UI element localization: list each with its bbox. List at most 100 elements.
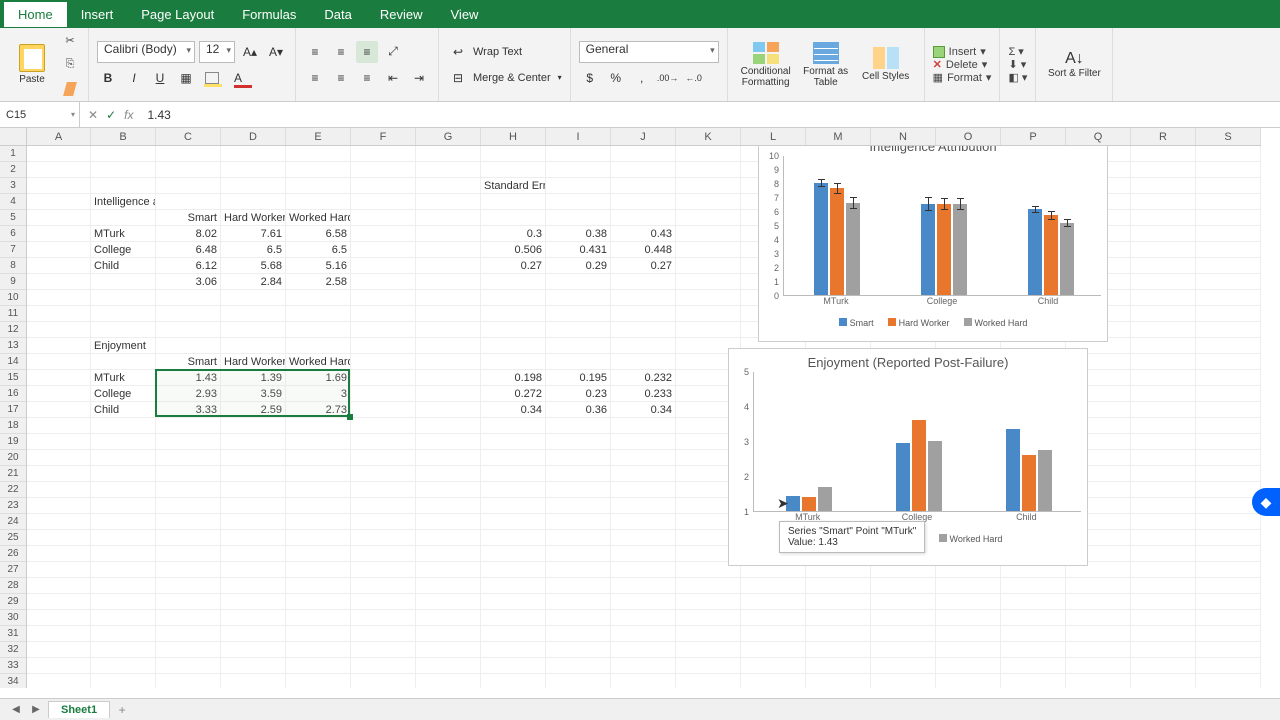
chart-bar[interactable] xyxy=(1038,450,1052,511)
cell[interactable]: 3.33 xyxy=(156,402,221,418)
cell[interactable]: 6.5 xyxy=(221,242,286,258)
cell[interactable]: Intelligence attribution xyxy=(91,194,156,210)
cell[interactable]: Child xyxy=(91,402,156,418)
cell[interactable]: 2.84 xyxy=(221,274,286,290)
cell[interactable]: Smart xyxy=(156,354,221,370)
insert-cells-button[interactable]: Insert ▾ xyxy=(933,45,992,58)
cell[interactable]: 1.69 xyxy=(286,370,351,386)
cell[interactable]: 8.02 xyxy=(156,226,221,242)
row-header[interactable]: 15 xyxy=(0,370,26,386)
row-header[interactable]: 23 xyxy=(0,498,26,514)
font-color-button[interactable]: A xyxy=(227,67,249,89)
chart-bar[interactable] xyxy=(953,204,967,295)
chart-bar[interactable] xyxy=(928,441,942,511)
column-header[interactable]: H xyxy=(481,128,546,145)
chart-bar[interactable] xyxy=(846,203,860,295)
cell[interactable]: 0.34 xyxy=(611,402,676,418)
cell[interactable]: Child xyxy=(91,258,156,274)
column-header[interactable]: P xyxy=(1001,128,1066,145)
chart-bar[interactable] xyxy=(1006,429,1020,511)
ribbon-tab-view[interactable]: View xyxy=(437,2,493,27)
cell[interactable]: 2.59 xyxy=(221,402,286,418)
column-header[interactable]: F xyxy=(351,128,416,145)
cell-styles-button[interactable]: Cell Styles xyxy=(856,32,916,97)
cell[interactable]: 0.3 xyxy=(481,226,546,242)
fx-icon[interactable]: fx xyxy=(124,108,133,122)
row-header[interactable]: 18 xyxy=(0,418,26,434)
column-header[interactable]: O xyxy=(936,128,1001,145)
row-header[interactable]: 19 xyxy=(0,434,26,450)
column-header[interactable]: D xyxy=(221,128,286,145)
row-header[interactable]: 10 xyxy=(0,290,26,306)
row-header[interactable]: 11 xyxy=(0,306,26,322)
fill-color-button[interactable] xyxy=(201,67,223,89)
column-header[interactable]: B xyxy=(91,128,156,145)
cell[interactable]: 0.195 xyxy=(546,370,611,386)
add-sheet-icon[interactable]: + xyxy=(114,702,130,718)
chart-bar[interactable] xyxy=(1028,209,1042,295)
cell[interactable]: 0.34 xyxy=(481,402,546,418)
border-button[interactable]: ▦ xyxy=(175,67,197,89)
cell[interactable]: 7.61 xyxy=(221,226,286,242)
chart-bar[interactable] xyxy=(1044,215,1058,295)
row-header[interactable]: 2 xyxy=(0,162,26,178)
conditional-formatting-button[interactable]: Conditional Formatting xyxy=(736,32,796,97)
format-painter-icon[interactable] xyxy=(60,79,80,99)
decrease-indent-icon[interactable]: ⇤ xyxy=(382,67,404,89)
cell[interactable]: 2.73 xyxy=(286,402,351,418)
align-bottom-icon[interactable]: ≡ xyxy=(356,41,378,63)
format-cells-button[interactable]: ▦Format ▾ xyxy=(933,71,992,84)
row-header[interactable]: 8 xyxy=(0,258,26,274)
cell[interactable]: 0.38 xyxy=(546,226,611,242)
cell[interactable]: 5.68 xyxy=(221,258,286,274)
sheet-tab-active[interactable]: Sheet1 xyxy=(48,701,110,718)
column-header[interactable]: G xyxy=(416,128,481,145)
column-header[interactable]: R xyxy=(1131,128,1196,145)
row-header[interactable]: 14 xyxy=(0,354,26,370)
paste-button[interactable]: Paste xyxy=(8,44,56,85)
chart-enjoyment[interactable]: Enjoyment (Reported Post-Failure)12345MT… xyxy=(728,348,1088,566)
cell[interactable]: Worked Hard xyxy=(286,354,351,370)
cell[interactable]: 1.43 xyxy=(156,370,221,386)
column-header[interactable]: S xyxy=(1196,128,1261,145)
column-header[interactable]: I xyxy=(546,128,611,145)
cell[interactable]: Smart xyxy=(156,210,221,226)
cell[interactable]: 0.198 xyxy=(481,370,546,386)
name-box[interactable]: C15 xyxy=(0,102,80,127)
sheet-prev-icon[interactable]: ◀ xyxy=(8,702,24,718)
delete-cells-button[interactable]: ✕Delete ▾ xyxy=(933,58,992,71)
cell[interactable]: 0.36 xyxy=(546,402,611,418)
column-header[interactable]: E xyxy=(286,128,351,145)
orientation-icon[interactable]: ⤢ xyxy=(382,41,404,63)
cut-icon[interactable]: ✂ xyxy=(60,31,80,51)
percent-icon[interactable]: % xyxy=(605,67,627,89)
cancel-formula-icon[interactable]: ✕ xyxy=(88,108,98,122)
sheet-next-icon[interactable]: ▶ xyxy=(28,702,44,718)
align-right-icon[interactable]: ≡ xyxy=(356,67,378,89)
chart-bar[interactable] xyxy=(921,204,935,295)
column-header[interactable]: M xyxy=(806,128,871,145)
row-header[interactable]: 21 xyxy=(0,466,26,482)
chart-bar[interactable] xyxy=(896,443,910,511)
row-header[interactable]: 7 xyxy=(0,242,26,258)
increase-decimal-icon[interactable]: .00→ xyxy=(657,67,679,89)
cell[interactable]: 6.12 xyxy=(156,258,221,274)
cell[interactable]: 0.43 xyxy=(611,226,676,242)
column-header[interactable]: K xyxy=(676,128,741,145)
bold-button[interactable]: B xyxy=(97,67,119,89)
row-header[interactable]: 34 xyxy=(0,674,26,688)
cell[interactable]: 0.233 xyxy=(611,386,676,402)
align-left-icon[interactable]: ≡ xyxy=(304,67,326,89)
cell[interactable]: 0.27 xyxy=(481,258,546,274)
cell[interactable]: 0.29 xyxy=(546,258,611,274)
row-header[interactable]: 26 xyxy=(0,546,26,562)
row-header[interactable]: 29 xyxy=(0,594,26,610)
cell[interactable]: 0.27 xyxy=(611,258,676,274)
chart-bar[interactable] xyxy=(814,183,828,295)
row-header[interactable]: 24 xyxy=(0,514,26,530)
ribbon-tab-home[interactable]: Home xyxy=(4,2,67,27)
chart-bar[interactable] xyxy=(912,420,926,511)
clear-button[interactable]: ◧ ▾ xyxy=(1008,71,1027,84)
wrap-text-icon[interactable]: ↩ xyxy=(447,41,469,63)
row-header[interactable]: 1 xyxy=(0,146,26,162)
